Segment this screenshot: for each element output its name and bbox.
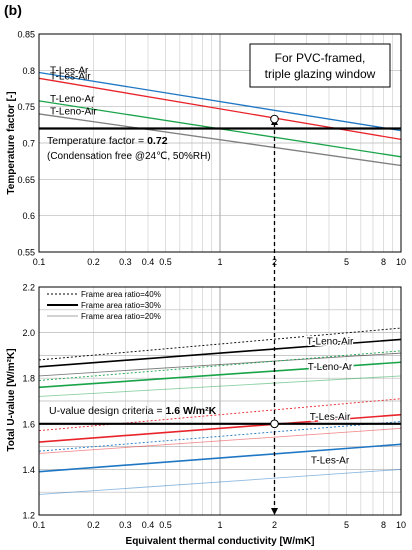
temperature-criterion-label: Temperature factor = 0.72 xyxy=(47,135,168,147)
series-label: T-Les-Ar xyxy=(50,66,89,77)
series-line-t-les-ar-40 xyxy=(38,421,402,452)
y-tick-label: 1.8 xyxy=(22,374,35,384)
u-value-criterion-prefix: U-value design criteria = xyxy=(49,405,165,417)
design-point-connector xyxy=(270,114,279,515)
x-tick-label: 0.3 xyxy=(119,520,132,530)
top-plot-frame xyxy=(38,33,402,253)
series-line-t-leno-air-30 xyxy=(38,338,402,368)
annotation-line-2: triple glazing window xyxy=(265,67,376,81)
u-value-criterion-value: 1.6 W/m²K xyxy=(165,405,216,417)
top-series-lines xyxy=(38,71,402,167)
bottom-x-tick-labels: 0.1 0.2 0.3 0.4 0.5 1 2 5 8 10 xyxy=(33,520,406,530)
x-tick-label: 5 xyxy=(344,520,349,530)
series-line-t-les-ar-30 xyxy=(38,443,402,473)
series-line-t-leno-air-40 xyxy=(38,327,402,361)
x-tick-label: 0.4 xyxy=(142,520,155,530)
series-line-t-les-air-30 xyxy=(38,413,402,443)
x-tick-label: 2 xyxy=(272,257,277,267)
y-tick-label: 2.0 xyxy=(22,328,35,338)
x-tick-label: 1 xyxy=(217,520,222,530)
legend-label-20: Frame area ratio=20% xyxy=(81,312,161,321)
series-line-t-les-air-20 xyxy=(38,427,402,454)
x-tick-label: 0.2 xyxy=(87,257,100,267)
series-label: T-Les-Ar xyxy=(311,455,350,466)
x-tick-label: 8 xyxy=(381,257,386,267)
y-tick-label: 0.7 xyxy=(22,139,35,149)
x-tick-label: 10 xyxy=(396,520,406,530)
x-tick-label: 0.1 xyxy=(33,520,46,530)
bottom-y-axis-label: Total U-value [W/m²K] xyxy=(6,348,17,451)
top-x-tick-labels: 0.1 0.2 0.3 0.4 0.5 1 2 5 8 10 xyxy=(33,257,406,267)
x-tick-label: 5 xyxy=(344,257,349,267)
series-line-t-les-ar-20 xyxy=(38,468,402,495)
bottom-gridlines xyxy=(38,286,401,516)
series-line-t-les-ar xyxy=(38,71,402,132)
x-tick-label: 8 xyxy=(381,520,386,530)
bottom-series-lines xyxy=(38,327,402,495)
top-chart: T-Les-ArT-Les-Air T-Leno-ArT-Leno-Air 0.5… xyxy=(6,30,406,268)
bottom-legend: Frame area ratio=40% Frame area ratio=30… xyxy=(47,290,161,321)
x-tick-label: 0.1 xyxy=(33,257,46,267)
x-axis-label: Equivalent thermal conductivity [W/mK] xyxy=(126,536,315,547)
temperature-criterion-prefix: Temperature factor = xyxy=(47,135,147,147)
series-line-t-leno-ar-40 xyxy=(38,350,402,381)
series-line-t-leno-ar-20 xyxy=(38,375,402,397)
y-tick-label: 1.6 xyxy=(22,419,35,429)
x-tick-label: 10 xyxy=(396,257,406,267)
series-label: T-Leno-Ar xyxy=(50,94,95,105)
y-tick-label: 1.4 xyxy=(22,465,35,475)
series-label: T-Les-Air xyxy=(50,72,91,83)
top-series-labels: T-Les-ArT-Les-Air T-Leno-ArT-Leno-Air xyxy=(50,66,97,118)
series-line-t-leno-air xyxy=(38,113,402,167)
y-tick-label: 0.55 xyxy=(17,248,35,258)
series-label: T-Leno-Ar xyxy=(308,362,353,373)
series-label: T-Leno-Air xyxy=(50,106,97,117)
y-tick-label: 1.2 xyxy=(22,511,35,521)
y-tick-label: 0.8 xyxy=(22,66,35,76)
legend-label-30: Frame area ratio=30% xyxy=(81,301,161,310)
legend-label-40: Frame area ratio=40% xyxy=(81,290,161,299)
u-value-criterion-label: U-value design criteria = 1.6 W/m²K xyxy=(49,405,217,417)
series-label: T-Les-Air xyxy=(310,412,351,423)
bottom-series-labels: T-Leno-Air T-Leno-Ar T-Les-Air T-Les-Ar xyxy=(305,335,355,468)
x-tick-label: 2 xyxy=(272,520,277,530)
design-point-marker-top xyxy=(270,114,279,124)
y-tick-label: 0.65 xyxy=(17,175,35,185)
y-tick-label: 2.2 xyxy=(22,283,35,293)
series-label: T-Leno-Air xyxy=(307,337,354,348)
connector-arrowhead-bottom xyxy=(270,508,278,515)
series-line-t-les-air-40 xyxy=(38,398,402,432)
y-tick-label: 0.6 xyxy=(22,211,35,221)
series-line-t-leno-ar-30 xyxy=(38,361,402,389)
x-tick-label: 0.4 xyxy=(142,257,155,267)
panel-label: (b) xyxy=(4,2,22,18)
x-tick-label: 0.2 xyxy=(87,520,100,530)
x-tick-label: 1 xyxy=(217,257,222,267)
top-y-axis-label: Temperature factor [-] xyxy=(6,91,17,194)
y-tick-label: 0.85 xyxy=(17,30,35,40)
temperature-criterion-value: 0.72 xyxy=(147,135,168,147)
temperature-criterion-note: (Condensation free @24℃, 50%RH) xyxy=(47,151,211,162)
annotation-line-1: For PVC-framed, xyxy=(275,51,366,65)
bottom-chart: T-Leno-Air T-Leno-Ar T-Les-Air T-Les-Ar 1.2… xyxy=(6,283,406,531)
x-tick-label: 0.5 xyxy=(159,257,172,267)
design-point-marker-bottom xyxy=(270,419,279,429)
y-tick-label: 0.75 xyxy=(17,102,35,112)
bottom-y-tick-labels: 1.2 1.4 1.6 1.8 2.0 2.2 xyxy=(22,283,35,521)
x-tick-label: 0.5 xyxy=(159,520,172,530)
series-line-t-leno-air-20 xyxy=(38,352,402,377)
annotation-box xyxy=(249,43,391,88)
top-y-tick-labels: 0.55 0.6 0.65 0.7 0.75 0.8 0.85 xyxy=(17,30,35,258)
bottom-plot-frame xyxy=(38,286,402,516)
x-tick-label: 0.3 xyxy=(119,257,132,267)
